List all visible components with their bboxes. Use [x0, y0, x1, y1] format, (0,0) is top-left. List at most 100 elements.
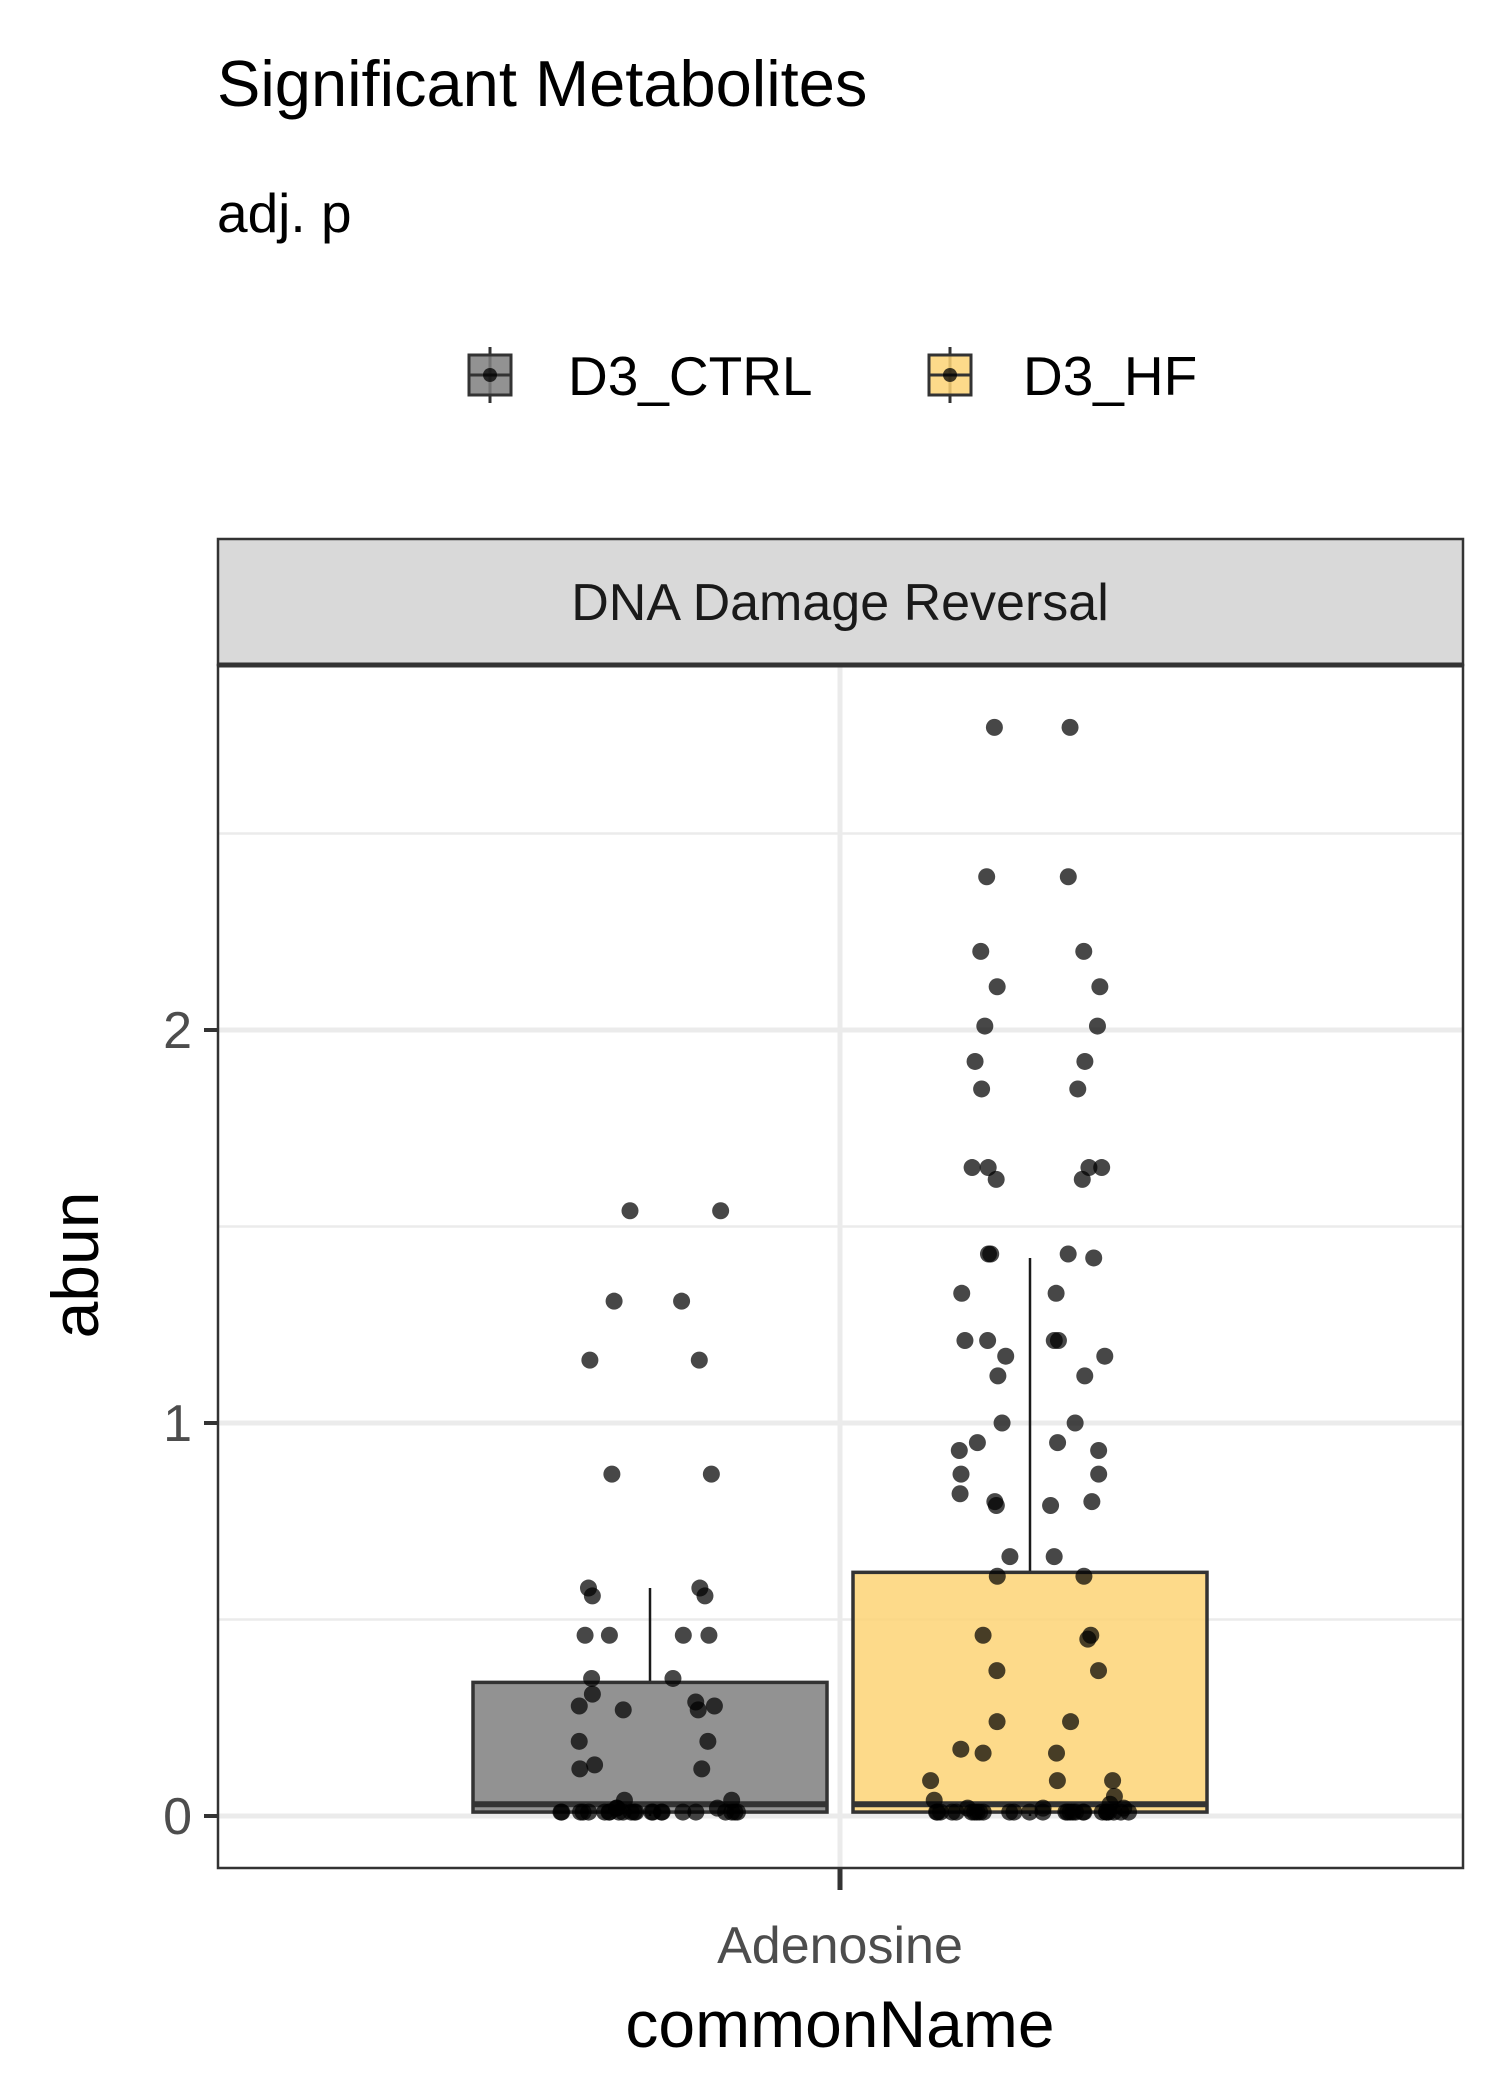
data-point [1090, 1662, 1108, 1680]
data-point [1076, 1367, 1094, 1385]
data-point [700, 1626, 718, 1644]
data-point [1059, 1245, 1077, 1263]
data-point [570, 1697, 588, 1715]
data-point [1075, 942, 1093, 960]
data-point [1042, 1497, 1060, 1515]
chart-subtitle: adj. p [217, 182, 352, 244]
data-point [951, 1485, 969, 1503]
facet-strip-label: DNA Damage Reversal [571, 574, 1109, 632]
data-point [614, 1701, 632, 1719]
data-point [988, 978, 1006, 996]
data-point [1049, 1434, 1067, 1452]
data-point [952, 1740, 970, 1758]
data-point [1104, 1772, 1122, 1790]
data-point [552, 1803, 570, 1821]
data-point [1093, 1159, 1111, 1177]
data-point [966, 1052, 984, 1070]
box-rect-D3_HF [851, 1570, 1209, 1814]
data-point [947, 1803, 965, 1821]
data-point [1048, 1772, 1066, 1790]
point-layer [552, 718, 1138, 1821]
data-point [1076, 1052, 1094, 1070]
legend-label: D3_HF [1023, 345, 1197, 407]
data-point [571, 1760, 589, 1778]
data-point [988, 1662, 1006, 1680]
data-point [963, 1159, 981, 1177]
data-point [1001, 1803, 1019, 1821]
data-point [988, 1567, 1006, 1585]
data-point [1001, 1548, 1019, 1566]
data-point [570, 1732, 588, 1750]
data-point [922, 1772, 940, 1790]
data-point [973, 1080, 991, 1098]
data-point [979, 1331, 997, 1349]
data-point [712, 1202, 730, 1220]
data-point [974, 1626, 992, 1644]
data-point [988, 1713, 1006, 1731]
data-point [1088, 1017, 1106, 1035]
data-point [1067, 1803, 1085, 1821]
data-point [1085, 1249, 1103, 1267]
data-point [928, 1803, 946, 1821]
data-point [705, 1697, 723, 1715]
data-point [993, 1414, 1011, 1432]
data-point [696, 1587, 714, 1605]
legend-key-point [943, 368, 957, 382]
data-point [989, 1367, 1007, 1385]
data-point [689, 1701, 707, 1719]
data-point [1097, 1803, 1115, 1821]
data-point [985, 718, 1003, 736]
data-point [1075, 1567, 1093, 1585]
data-point [953, 1284, 971, 1302]
data-point [1090, 1465, 1108, 1483]
data-point [621, 1202, 639, 1220]
data-point [1066, 1414, 1084, 1432]
data-point [583, 1587, 601, 1605]
data-point [1062, 1713, 1080, 1731]
data-point [952, 1465, 970, 1483]
data-point [1069, 1080, 1087, 1098]
data-point [979, 1245, 997, 1263]
data-point [586, 1756, 604, 1774]
data-point [702, 1465, 720, 1483]
data-point [1045, 1548, 1063, 1566]
data-point [1073, 1170, 1091, 1188]
data-point [605, 1292, 623, 1310]
data-point [583, 1669, 601, 1687]
data-point [976, 1017, 994, 1035]
data-point [574, 1803, 592, 1821]
data-point [1079, 1630, 1097, 1648]
data-point [1034, 1803, 1052, 1821]
data-point [1083, 1493, 1101, 1511]
data-point [726, 1803, 744, 1821]
data-point [687, 1803, 705, 1821]
data-point [968, 1434, 986, 1452]
legend-key-point [483, 368, 497, 382]
data-point [1090, 1442, 1108, 1460]
data-point [987, 1497, 1005, 1515]
data-point [1061, 718, 1079, 736]
data-point [1047, 1284, 1065, 1302]
facet-strip [216, 537, 1465, 667]
data-point [1059, 868, 1077, 886]
data-point [1021, 1803, 1039, 1821]
data-point [600, 1626, 618, 1644]
data-point [997, 1347, 1015, 1365]
data-point [968, 1803, 986, 1821]
data-point [622, 1803, 640, 1821]
data-point [603, 1465, 621, 1483]
legend-label: D3_CTRL [568, 345, 813, 407]
data-point [972, 942, 990, 960]
data-point [978, 868, 996, 886]
y-tick-label: 2 [163, 1002, 192, 1060]
data-point [950, 1442, 968, 1460]
data-point [664, 1669, 682, 1687]
data-point [610, 1803, 628, 1821]
x-axis-title: commonName [625, 1987, 1054, 2061]
data-point [674, 1626, 692, 1644]
y-tick-label: 0 [163, 1788, 192, 1846]
x-tick-label: Adenosine [717, 1917, 963, 1975]
data-point [1048, 1744, 1066, 1762]
data-point [690, 1351, 708, 1369]
